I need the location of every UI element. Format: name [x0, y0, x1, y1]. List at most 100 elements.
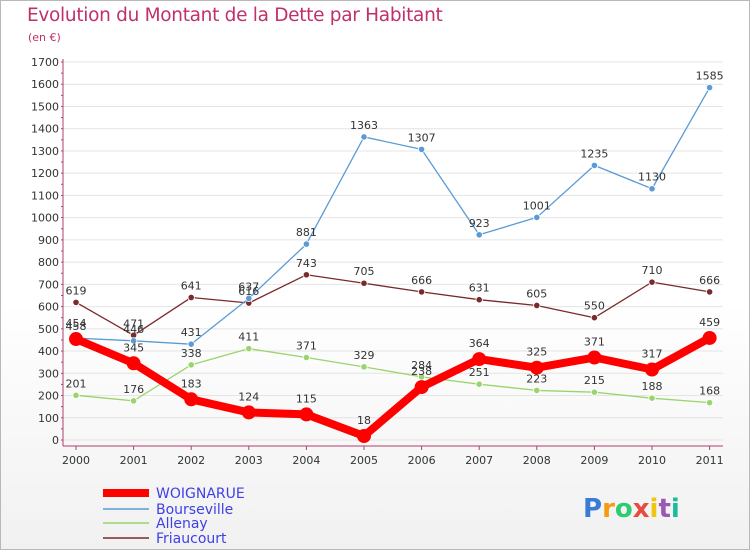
x-tick-label: 2000 — [62, 454, 90, 467]
data-label-friaucourt: 616 — [238, 285, 259, 298]
data-point-bourseville — [417, 145, 426, 153]
data-point-allenay — [130, 397, 138, 405]
proxiti-logo-letter: i — [671, 494, 680, 524]
y-tick-label: 1500 — [31, 100, 59, 113]
data-point-bourseville — [475, 231, 483, 239]
data-point-bourseville — [705, 83, 714, 92]
x-tick-label: 2003 — [235, 454, 263, 467]
data-point-woignarue — [357, 428, 371, 443]
data-label-allenay: 176 — [123, 383, 144, 396]
data-point-woignarue — [184, 392, 199, 407]
data-label-allenay: 201 — [66, 377, 87, 390]
data-point-bourseville — [245, 294, 253, 302]
data-label-woignarue: 238 — [411, 365, 432, 378]
y-tick-label: 1000 — [31, 212, 59, 225]
x-tick-label: 2008 — [523, 454, 551, 467]
data-point-allenay — [590, 388, 599, 396]
data-label-woignarue: 459 — [699, 316, 720, 329]
data-label-bourseville: 1130 — [638, 171, 666, 184]
x-tick-label: 2011 — [696, 454, 724, 467]
data-point-bourseville — [533, 213, 541, 222]
data-label-woignarue: 183 — [181, 377, 202, 390]
y-tick-label: 1700 — [31, 56, 59, 69]
x-tick-label: 2007 — [465, 454, 493, 467]
y-tick-label: 500 — [38, 323, 59, 336]
chart-title: Evolution du Montant de la Dette par Hab… — [27, 5, 443, 26]
x-tick-label: 2004 — [292, 454, 320, 467]
data-label-bourseville: 1363 — [350, 119, 378, 132]
data-point-woignarue — [702, 330, 717, 345]
data-point-friaucourt — [302, 271, 310, 279]
data-point-friaucourt — [417, 288, 426, 296]
data-label-allenay: 215 — [584, 374, 605, 387]
data-point-woignarue — [529, 360, 544, 375]
y-tick-label: 600 — [38, 301, 59, 314]
data-label-woignarue: 371 — [584, 336, 605, 349]
data-label-allenay: 371 — [296, 340, 317, 353]
data-point-woignarue — [126, 356, 141, 371]
data-label-friaucourt: 743 — [296, 257, 317, 270]
chart-subtitle: (en €) — [28, 31, 61, 44]
x-tick-label: 2010 — [638, 454, 666, 467]
data-label-bourseville: 431 — [181, 326, 202, 339]
data-point-friaucourt — [475, 296, 483, 304]
data-label-friaucourt: 631 — [469, 282, 490, 295]
data-label-bourseville: 1307 — [408, 131, 436, 144]
y-tick-label: 1200 — [31, 167, 59, 180]
x-tick-label: 2006 — [408, 454, 436, 467]
data-point-bourseville — [590, 161, 599, 169]
data-label-friaucourt: 705 — [354, 265, 375, 278]
y-tick-label: 300 — [38, 367, 59, 380]
legend-label-woignarue: WOIGNARUE — [156, 486, 245, 502]
data-label-bourseville: 881 — [296, 226, 317, 239]
data-point-allenay — [705, 399, 714, 407]
data-label-bourseville: 923 — [469, 217, 490, 230]
data-point-friaucourt — [187, 293, 195, 302]
data-label-woignarue: 345 — [123, 341, 144, 354]
data-label-friaucourt: 666 — [411, 274, 432, 287]
y-tick-label: 800 — [38, 256, 59, 269]
data-point-woignarue — [472, 352, 487, 367]
proxiti-logo: Proxiti — [583, 494, 680, 524]
legend-label-friaucourt: Friaucourt — [156, 531, 227, 547]
data-label-woignarue: 454 — [66, 317, 87, 330]
data-point-friaucourt — [590, 314, 599, 322]
data-point-allenay — [72, 391, 80, 399]
y-tick-label: 700 — [38, 278, 59, 291]
data-label-allenay: 411 — [238, 331, 259, 344]
data-point-allenay — [245, 345, 253, 353]
x-tick-label: 2005 — [350, 454, 378, 467]
series-line-friaucourt — [75, 274, 711, 336]
series-line-woignarue — [72, 333, 714, 440]
y-tick-label: 1100 — [31, 189, 59, 202]
legend-label-bourseville: Bourseville — [156, 502, 233, 518]
data-label-woignarue: 124 — [238, 390, 259, 403]
data-point-woignarue — [69, 332, 83, 347]
data-point-bourseville — [648, 185, 656, 193]
data-label-bourseville: 1585 — [696, 70, 724, 83]
data-label-friaucourt: 666 — [699, 274, 720, 287]
data-point-bourseville — [130, 337, 138, 345]
y-tick-label: 1600 — [31, 78, 59, 91]
data-label-allenay: 223 — [526, 372, 547, 385]
series-line-allenay — [75, 347, 711, 404]
data-point-friaucourt — [648, 278, 656, 286]
data-label-bourseville: 1001 — [523, 199, 551, 212]
y-tick-label: 400 — [38, 345, 59, 358]
data-label-bourseville: 637 — [238, 280, 259, 293]
data-point-friaucourt — [705, 288, 714, 296]
data-label-allenay: 329 — [354, 349, 375, 362]
data-label-woignarue: 18 — [357, 414, 371, 427]
data-label-woignarue: 364 — [469, 337, 490, 350]
data-label-friaucourt: 550 — [584, 300, 605, 313]
data-point-woignarue — [299, 407, 314, 422]
data-label-woignarue: 115 — [296, 392, 317, 405]
data-point-bourseville — [360, 133, 368, 141]
proxiti-logo-letter: r — [602, 494, 615, 524]
data-point-friaucourt — [72, 298, 80, 306]
y-tick-label: 100 — [38, 412, 59, 425]
data-point-allenay — [648, 394, 656, 402]
x-tick-label: 2009 — [580, 454, 608, 467]
legend-label-allenay: Allenay — [156, 516, 208, 532]
